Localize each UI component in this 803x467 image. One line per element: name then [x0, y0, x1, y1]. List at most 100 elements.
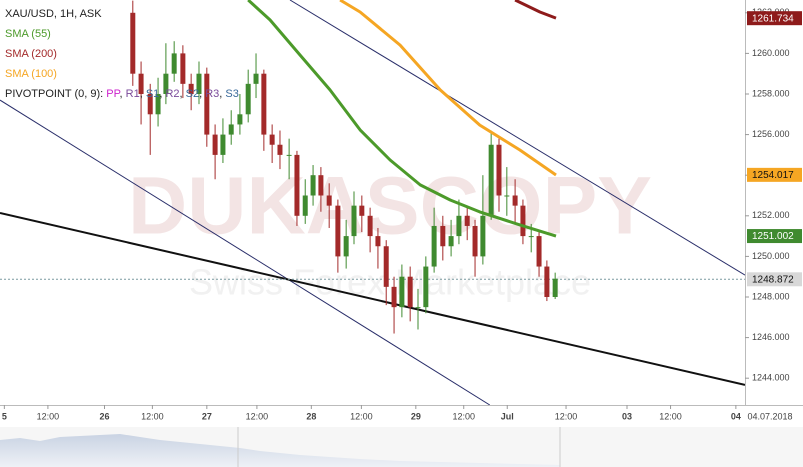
- x-tick-label: 12:00: [246, 411, 269, 421]
- x-tick-label: 04: [731, 411, 741, 421]
- candle-body: [204, 73, 210, 135]
- candle-body: [196, 73, 202, 94]
- watermark: DUKASCOPY: [128, 161, 652, 252]
- legend-entry: XAU/USD, 1H, ASK: [5, 8, 102, 20]
- legend-text: ,: [159, 88, 165, 100]
- candle-body: [367, 215, 373, 237]
- candle-body: [147, 93, 153, 115]
- candle-body: [536, 236, 542, 267]
- sma-line: [339, 0, 557, 177]
- candle-body: [423, 266, 429, 308]
- candle-body: [138, 73, 144, 94]
- price-marker: [747, 229, 802, 244]
- candle-body: [237, 114, 243, 125]
- candle-body: [302, 195, 308, 216]
- candle-body: [552, 278, 558, 297]
- trendline: [0, 99, 491, 405]
- candle-body: [391, 286, 397, 308]
- candle-body: [431, 225, 437, 267]
- candle-body: [407, 276, 413, 308]
- x-tick-label: 26: [99, 411, 109, 421]
- candle-body: [415, 307, 421, 309]
- candle-body: [220, 134, 226, 155]
- axes: 04.07.2018 1244.000 1246.000 1248.000 1250.…: [2, 7, 802, 421]
- candle-body: [245, 83, 251, 115]
- x-tick-label: 27: [202, 411, 212, 421]
- candle-body: [253, 73, 259, 84]
- date-label: 04.07.2018: [747, 411, 792, 421]
- price-marker: [747, 167, 802, 182]
- candle-body: [294, 154, 300, 216]
- sma-line: [514, 0, 557, 20]
- plot-area: DUKASCOPY Swiss Forex Marketplace: [0, 0, 745, 405]
- candle-body: [343, 236, 349, 257]
- x-tick-label: 12:00: [37, 411, 60, 421]
- candle-body: [496, 144, 502, 196]
- candle-body: [448, 236, 454, 247]
- candle-body: [528, 236, 534, 238]
- candle-body: [277, 144, 283, 155]
- price-marker: [747, 11, 802, 26]
- candle-body: [440, 225, 446, 247]
- x-tick-label: 12:00: [555, 411, 578, 421]
- price-marker-label: 1248.872: [752, 274, 794, 285]
- y-tick-label: 1252.000: [752, 210, 790, 220]
- price-marker-label: 1261.734: [752, 13, 794, 24]
- legend-text: S3: [225, 88, 238, 100]
- legend-text: XAU/USD, 1H, ASK: [5, 8, 102, 20]
- candle-body: [171, 53, 177, 74]
- candle-body: [286, 154, 292, 156]
- candle-body: [480, 215, 486, 257]
- legend-text: S2: [186, 88, 199, 100]
- x-tick-label: 5: [2, 411, 7, 421]
- legend-text: SMA (200): [5, 48, 57, 60]
- candle-body: [456, 215, 462, 237]
- legend-text: ,: [219, 88, 225, 100]
- x-tick-label: 28: [306, 411, 316, 421]
- legend-text: ,: [140, 88, 146, 100]
- y-tick-label: 1258.000: [752, 88, 790, 98]
- x-tick-label: 12:00: [452, 411, 475, 421]
- price-marker-label: 1251.002: [752, 231, 794, 242]
- candle-body: [375, 236, 381, 247]
- candle-body: [504, 195, 510, 197]
- legend-text: R3: [205, 88, 219, 100]
- y-tick-label: 1246.000: [752, 332, 790, 342]
- candle-body: [130, 12, 136, 74]
- navigator-area: [0, 434, 560, 467]
- candle-body: [188, 83, 194, 94]
- watermark-subtitle: Swiss Forex Marketplace: [189, 262, 591, 303]
- candle-body: [212, 134, 218, 155]
- legend-entry: SMA (100): [5, 68, 57, 80]
- candle-body: [472, 225, 478, 257]
- legend-entry: PIVOTPOINT (0, 9): PP, R1, S1, R2, S2, R…: [5, 88, 239, 100]
- candle-body: [326, 195, 332, 206]
- legend: XAU/USD, 1H, ASK SMA (55) SMA (200) SMA (10…: [5, 8, 239, 100]
- y-tick-label: 1260.000: [752, 48, 790, 58]
- x-tick-label: 12:00: [659, 411, 682, 421]
- legend-text: SMA (100): [5, 68, 57, 80]
- candle-body: [544, 266, 550, 297]
- trendline: [289, 0, 745, 276]
- price-marker: [747, 272, 802, 287]
- candle-body: [351, 205, 357, 237]
- candle-body: [180, 53, 186, 84]
- legend-entry: SMA (55): [5, 28, 51, 40]
- candle-body: [310, 175, 316, 196]
- candle-body: [318, 175, 324, 196]
- legend-text: R2: [165, 88, 179, 100]
- sma-line: [247, 0, 557, 238]
- legend-text: PIVOTPOINT (0, 9):: [5, 88, 106, 100]
- x-tick-label: 03: [622, 411, 632, 421]
- legend-entry: SMA (200): [5, 48, 57, 60]
- legend-text: ,: [199, 88, 205, 100]
- legend-text: PP: [106, 88, 120, 100]
- x-tick-label: 12:00: [350, 411, 373, 421]
- candle-body: [163, 73, 169, 94]
- legend-text: ,: [120, 88, 126, 100]
- x-tick-label: Jul: [501, 411, 514, 421]
- y-tick-label: 1250.000: [752, 251, 790, 261]
